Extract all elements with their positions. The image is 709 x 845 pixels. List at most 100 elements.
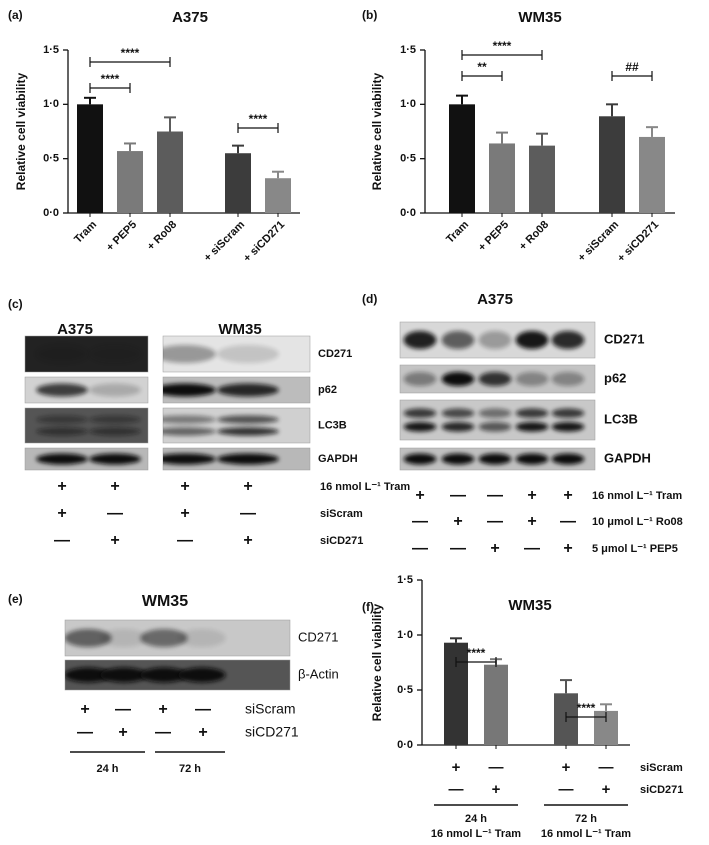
blot-strip [399,399,596,441]
blot-background [24,407,149,444]
blot-title: A375 [57,321,93,338]
significance-bracket [455,657,497,667]
significance-bracket [237,123,279,133]
blot-title: WM35 [218,321,261,338]
x-tick-label: + Ro08 [517,219,551,253]
bar [77,104,103,213]
condition-mark: + [602,781,611,798]
band [163,383,216,397]
condition-mark: + [57,505,66,522]
blot-strip [24,335,149,373]
y-tick-label: 0·5 [397,684,413,696]
bands [163,345,279,363]
band-label: CD271 [318,348,352,360]
y-tick-label: 1·5 [397,574,413,586]
band [178,629,226,647]
bar [484,664,508,745]
bar [639,136,665,213]
bar [529,145,555,213]
condition-label: siCD271 [245,724,299,740]
blot-title: A375 [477,291,513,308]
significance-label: ** [477,60,487,74]
x-tick-label: + PEP5 [104,219,139,254]
blot-strip [399,321,596,359]
condition-mark: + [492,781,501,798]
panel-label: (e) [8,592,23,606]
condition-mark: — [240,505,256,522]
band [178,667,226,683]
error-bar [124,142,136,152]
condition-mark: + [198,724,207,741]
bands [163,383,279,397]
condition-label: siScram [320,508,363,520]
blot-strip [162,407,311,444]
condition-mark: + [453,513,462,530]
blot-strip [24,376,149,404]
condition-mark: + [415,487,424,504]
error-bar [496,131,508,144]
condition-mark: — [449,781,464,798]
significance-label: **** [467,646,486,660]
condition-label: 5 μmol L⁻¹ PEP5 [592,543,678,555]
condition-label: siCD271 [640,784,683,796]
band [441,422,475,432]
condition-mark: — [524,540,540,557]
panel-label: (d) [362,292,377,306]
bar [157,131,183,213]
bar [449,104,475,213]
band-label: GAPDH [318,453,358,465]
band [403,372,437,386]
blot-strip [399,447,596,471]
blot-strip [24,447,149,471]
bands [403,331,585,349]
condition-mark: — [487,513,503,530]
x-tick-label: + siCD271 [615,219,661,265]
band [551,422,585,432]
y-tick-label: 1·0 [43,98,59,110]
y-tick-label: 1·5 [43,44,59,56]
condition-mark: + [527,487,536,504]
band [515,372,549,386]
x-tick-label: + siScram [576,219,622,265]
band [441,453,475,465]
y-axis-label: Relative cell viability [370,603,384,721]
band [217,383,279,397]
blot-strip [162,447,311,471]
significance-label: **** [493,39,512,53]
band [163,345,216,363]
blot-background [162,407,311,444]
condition-mark: + [158,701,167,718]
blot-title: WM35 [142,593,188,610]
band [478,422,512,432]
condition-label: siScram [640,762,683,774]
significance-bracket [461,50,543,60]
error-bar [606,103,618,117]
significance-label: **** [577,701,596,715]
y-tick-label: 1·0 [397,629,413,641]
error-bar [600,703,612,711]
x-tick-label: Tram [72,219,99,246]
condition-mark: — [107,505,123,522]
condition-mark: — [115,701,131,718]
band-label: CD271 [604,331,644,346]
condition-label: 10 μmol L⁻¹ Ro08 [592,516,683,528]
condition-mark: + [563,540,572,557]
y-tick-label: 0·0 [400,207,416,219]
band-label: LC3B [318,419,347,431]
bands [163,415,279,436]
bar [117,151,143,213]
band [441,408,475,419]
blot-strip [162,376,311,404]
condition-mark: — [450,540,466,557]
band-label: CD271 [298,629,338,644]
significance-label: **** [121,46,140,60]
y-tick-label: 0·0 [397,739,413,751]
bands [163,453,279,465]
bands [36,453,141,465]
condition-mark: + [527,513,536,530]
band [100,667,148,683]
bar [225,153,251,213]
condition-label: siCD271 [320,535,363,547]
